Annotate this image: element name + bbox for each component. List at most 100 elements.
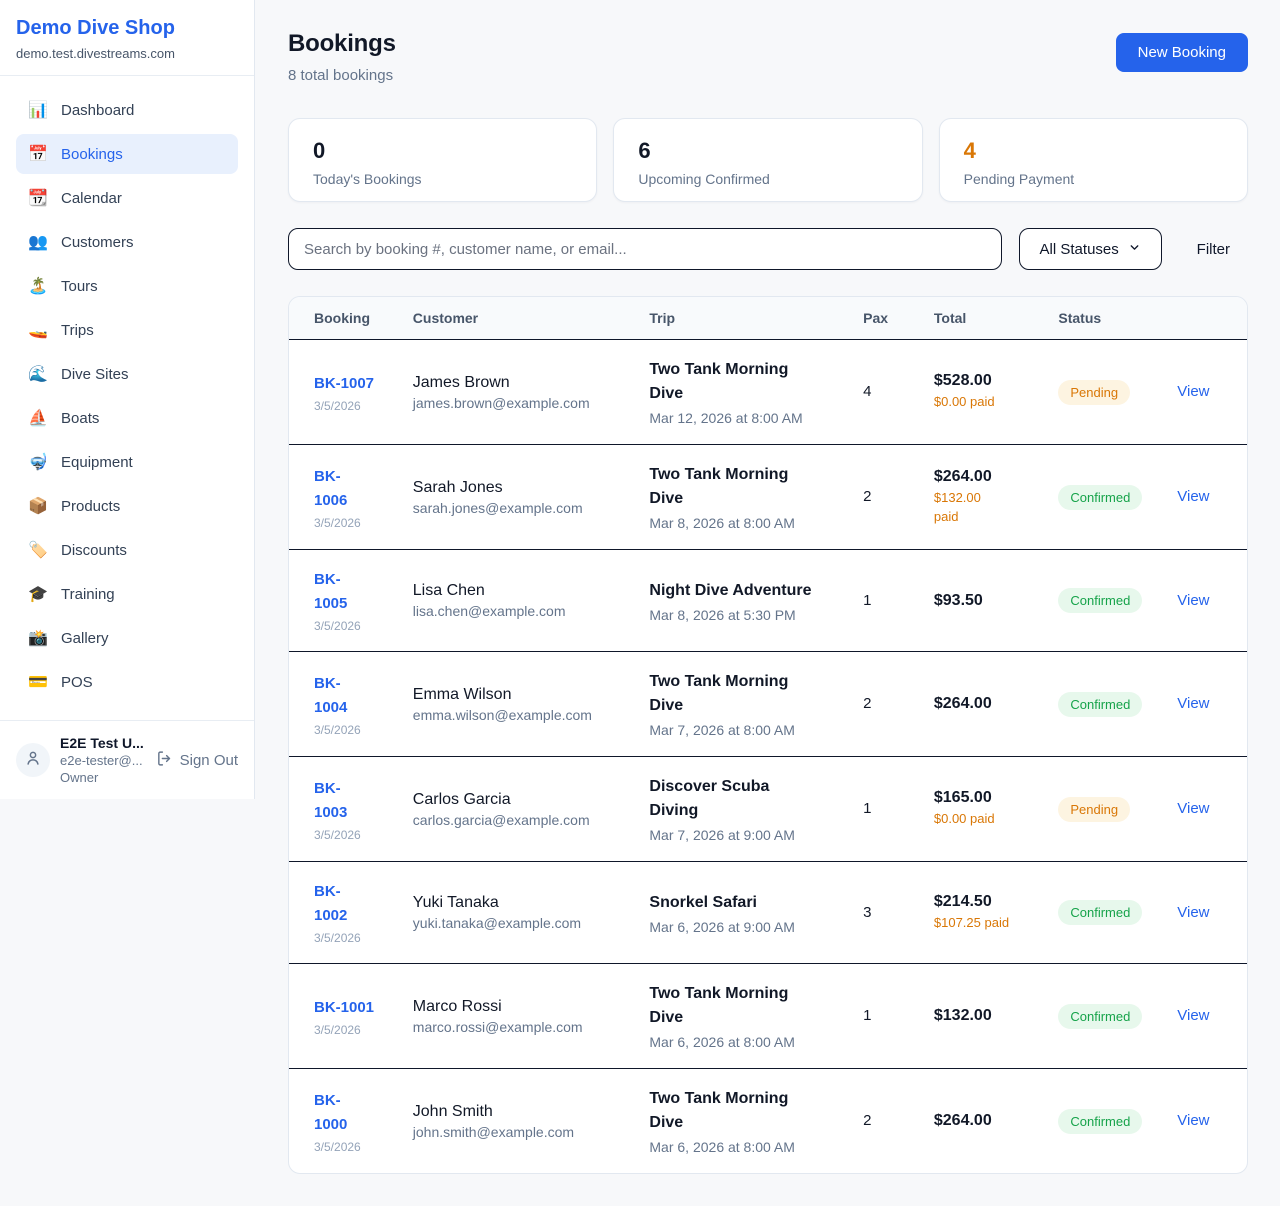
customer-name: John Smith [412, 1102, 493, 1120]
table-row: BK- 1005 3/5/2026 Lisa Chen lisa.chen@ex… [289, 549, 1247, 652]
sidebar-item-dive-sites[interactable]: 🌊 Dive Sites [28, 365, 129, 384]
customer-name: Marco Rossi [412, 997, 502, 1015]
booking-id-link[interactable]: BK- 1003 [314, 779, 348, 821]
total-amount: $214.50 [933, 892, 992, 910]
sidebar-item-equipment[interactable]: 🤿 Equipment [28, 453, 133, 472]
sidebar-nav: 📊 Dashboard 📅 Bookings 📆 Calendar 👥 Cust… [0, 76, 254, 720]
sidebar-item-training[interactable]: 🎓 Training [28, 585, 115, 604]
booking-id-link[interactable]: BK- 1000 [314, 1091, 348, 1133]
trip-name: Two Tank Morning Dive [649, 985, 789, 1026]
sidebar-item-pos[interactable]: 💳 POS [28, 673, 93, 692]
customer-name: Sarah Jones [412, 478, 503, 496]
calendar-icon: 📆 [28, 190, 48, 207]
gallery-icon: 📸 [28, 630, 48, 647]
table-row: BK-1007 3/5/2026 James Brown james.brown… [289, 340, 1247, 445]
view-link[interactable]: View [1177, 383, 1210, 400]
sidebar-item-gallery[interactable]: 📸 Gallery [28, 629, 109, 648]
sidebar-item-customers[interactable]: 👥 Customers [28, 233, 134, 252]
user-email: e2e-tester@... [60, 753, 143, 768]
sidebar-item-products[interactable]: 📦 Products [28, 497, 121, 516]
booking-date: 3/5/2026 [314, 931, 361, 945]
sidebar-item-trips[interactable]: 🚤 Trips [28, 321, 94, 340]
sidebar-item-dashboard[interactable]: 📊 Dashboard [28, 101, 135, 120]
table-row: BK- 1003 3/5/2026 Carlos Garcia carlos.g… [289, 756, 1247, 862]
status-filter-select[interactable]: All Statuses [1018, 228, 1162, 270]
stat-card: 0 Today's Bookings [288, 118, 598, 202]
trip-date: Mar 8, 2026 at 8:00 AM [649, 515, 795, 531]
booking-id-link[interactable]: BK-1007 [314, 374, 375, 392]
sidebar-item-discounts[interactable]: 🏷️ Discounts [28, 541, 127, 560]
discounts-icon: 🏷️ [28, 542, 48, 559]
customer-email: carlos.garcia@example.com [412, 811, 590, 828]
booking-id-link[interactable]: BK- 1006 [314, 467, 348, 509]
trip-name: Two Tank Morning Dive [649, 361, 789, 402]
trip-name: Two Tank Morning Dive [649, 1090, 789, 1131]
customer-name: Lisa Chen [412, 582, 485, 599]
trip-name: Night Dive Adventure [649, 581, 812, 599]
booking-id-link[interactable]: BK-1001 [314, 998, 375, 1016]
trip-date: Mar 6, 2026 at 9:00 AM [649, 918, 795, 935]
brand-header: Demo Dive Shop demo.test.divestreams.com [0, 0, 254, 76]
tours-icon: 🏝️ [28, 278, 48, 295]
table-row: BK- 1002 3/5/2026 Yuki Tanaka yuki.tanak… [289, 861, 1247, 964]
sidebar: Demo Dive Shop demo.test.divestreams.com… [0, 0, 255, 799]
view-link[interactable]: View [1177, 591, 1210, 609]
dive-sites-icon: 🌊 [28, 366, 48, 383]
trip-date: Mar 6, 2026 at 8:00 AM [649, 1034, 795, 1050]
view-link[interactable]: View [1177, 1112, 1210, 1129]
column-header-pax: Pax [851, 297, 922, 340]
view-link[interactable]: View [1177, 800, 1210, 817]
status-badge: Confirmed [1058, 588, 1143, 613]
customer-email: james.brown@example.com [412, 394, 590, 411]
sidebar-item-calendar[interactable]: 📆 Calendar [28, 189, 122, 208]
paid-amount: $0.00 paid [933, 394, 995, 410]
training-icon: 🎓 [28, 586, 48, 603]
trip-name: Snorkel Safari [649, 893, 757, 911]
chevron-down-icon [1128, 241, 1141, 258]
user-role: Owner [60, 770, 99, 785]
booking-date: 3/5/2026 [314, 722, 361, 737]
brand-name: Demo Dive Shop [16, 17, 175, 39]
stat-card: 4 Pending Payment [938, 118, 1248, 202]
booking-id-link[interactable]: BK- 1002 [314, 883, 348, 924]
status-badge: Confirmed [1058, 484, 1143, 510]
sidebar-item-boats[interactable]: ⛵ Boats [28, 409, 100, 428]
paid-amount: $132.00 paid [933, 489, 981, 524]
new-booking-button[interactable]: New Booking [1115, 33, 1248, 72]
status-badge: Pending [1058, 379, 1131, 405]
customer-email: sarah.jones@example.com [412, 499, 583, 516]
status-badge: Confirmed [1058, 691, 1143, 717]
trip-date: Mar 12, 2026 at 8:00 AM [649, 410, 803, 426]
sidebar-item-bookings[interactable]: 📅 Bookings [16, 134, 238, 174]
user-meta: E2E Test U... e2e-tester@... Owner [60, 735, 146, 785]
page-title: Bookings [288, 30, 396, 57]
view-link[interactable]: View [1177, 695, 1210, 712]
pax-count: 1 [863, 1007, 872, 1024]
customer-email: yuki.tanaka@example.com [412, 915, 582, 931]
user-avatar [16, 743, 50, 777]
booking-id-link[interactable]: BK- 1005 [314, 571, 348, 612]
boats-icon: ⛵ [28, 410, 48, 427]
sidebar-item-tours[interactable]: 🏝️ Tours [28, 277, 98, 296]
bookings-table: Booking Customer Trip Pax Total Status B… [289, 297, 1247, 1173]
products-icon: 📦 [28, 498, 48, 515]
view-link[interactable]: View [1177, 1007, 1210, 1024]
sign-out-button[interactable]: Sign Out [156, 750, 238, 771]
view-link[interactable]: View [1177, 903, 1210, 921]
equipment-icon: 🤿 [28, 454, 48, 471]
table-header-row: Booking Customer Trip Pax Total Status [289, 297, 1247, 340]
booking-id-link[interactable]: BK- 1004 [314, 674, 348, 716]
column-header-total: Total [921, 297, 1047, 340]
page-header: Bookings 8 total bookings New Booking [288, 30, 1248, 84]
customer-email: john.smith@example.com [412, 1123, 575, 1140]
view-link[interactable]: View [1177, 488, 1210, 505]
pos-icon: 💳 [28, 674, 48, 691]
search-input[interactable] [288, 228, 1002, 270]
sign-out-icon [156, 750, 173, 771]
filter-button[interactable]: Filter [1179, 241, 1248, 258]
status-badge: Confirmed [1058, 1003, 1143, 1029]
dashboard-icon: 📊 [28, 102, 48, 119]
booking-date: 3/5/2026 [314, 827, 361, 842]
user-name: E2E Test U... [60, 735, 144, 751]
status-filter-value: All Statuses [1039, 240, 1119, 258]
